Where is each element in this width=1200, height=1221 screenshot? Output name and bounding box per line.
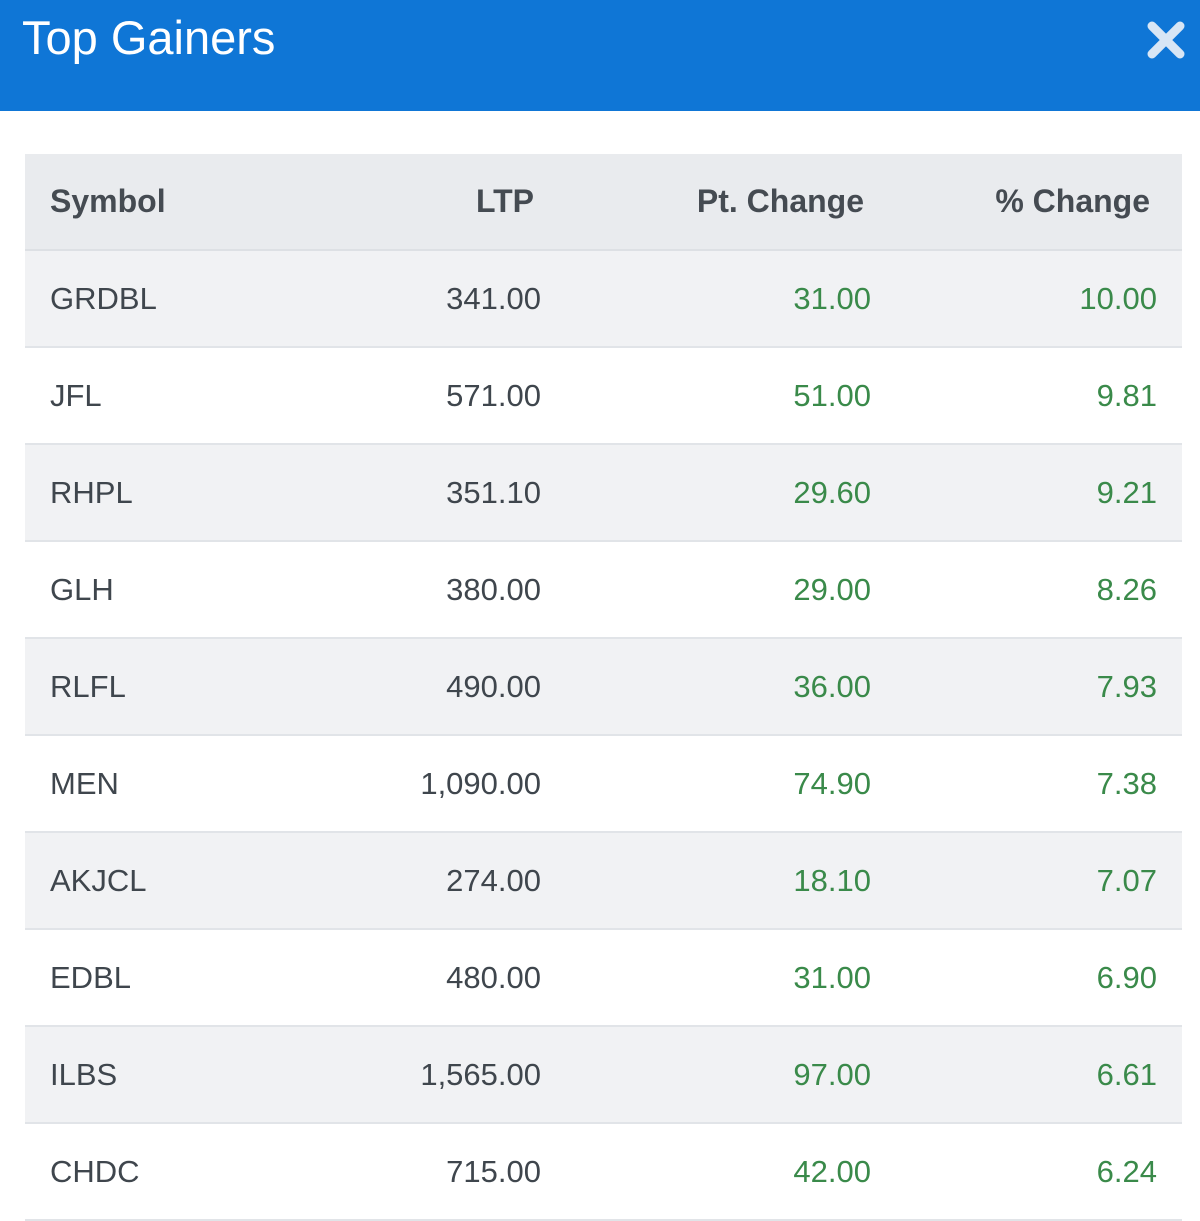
cell-symbol: GRDBL xyxy=(25,250,275,348)
table-body: GRDBL 341.00 31.00 10.00 JFL 571.00 51.00 9.81 R… xyxy=(25,250,1182,1221)
modal-title: Top Gainers xyxy=(22,11,276,64)
table-row[interactable]: EDBL 480.00 31.00 6.90 xyxy=(25,929,1182,1027)
cell-pt-change: 18.10 xyxy=(542,832,872,930)
gainers-table-container: Symbol LTP Pt. Change % Change GRDBL 341.… xyxy=(25,154,1182,1221)
cell-pct-change: 8.26 xyxy=(872,541,1182,639)
cell-pct-change: 6.90 xyxy=(872,929,1182,1027)
cell-symbol: RLFL xyxy=(25,638,275,736)
cell-ltp: 571.00 xyxy=(275,347,542,445)
cell-symbol: ILBS xyxy=(25,1026,275,1124)
cell-pct-change: 7.93 xyxy=(872,638,1182,736)
table-row[interactable]: GLH 380.00 29.00 8.26 xyxy=(25,541,1182,639)
cell-ltp: 1,090.00 xyxy=(275,735,542,833)
column-header-pt-change[interactable]: Pt. Change xyxy=(542,154,872,251)
cell-ltp: 274.00 xyxy=(275,832,542,930)
cell-ltp: 341.00 xyxy=(275,250,542,348)
column-header-pct-change[interactable]: % Change xyxy=(872,154,1182,251)
cell-pct-change: 7.07 xyxy=(872,832,1182,930)
gainers-table: Symbol LTP Pt. Change % Change GRDBL 341.… xyxy=(25,154,1182,1221)
modal-header: Top Gainers xyxy=(0,0,1200,111)
cell-pt-change: 36.00 xyxy=(542,638,872,736)
table-row[interactable]: RLFL 490.00 36.00 7.93 xyxy=(25,638,1182,736)
cell-pct-change: 6.61 xyxy=(872,1026,1182,1124)
cell-symbol: RHPL xyxy=(25,444,275,542)
close-icon xyxy=(1147,21,1185,59)
cell-symbol: MEN xyxy=(25,735,275,833)
cell-ltp: 490.00 xyxy=(275,638,542,736)
cell-symbol: GLH xyxy=(25,541,275,639)
cell-pct-change: 7.38 xyxy=(872,735,1182,833)
cell-pt-change: 97.00 xyxy=(542,1026,872,1124)
cell-pt-change: 29.60 xyxy=(542,444,872,542)
table-row[interactable]: JFL 571.00 51.00 9.81 xyxy=(25,347,1182,445)
cell-ltp: 380.00 xyxy=(275,541,542,639)
table-row[interactable]: CHDC 715.00 42.00 6.24 xyxy=(25,1123,1182,1221)
cell-symbol: EDBL xyxy=(25,929,275,1027)
cell-pt-change: 31.00 xyxy=(542,929,872,1027)
cell-pct-change: 6.24 xyxy=(872,1123,1182,1221)
cell-symbol: AKJCL xyxy=(25,832,275,930)
cell-pct-change: 9.21 xyxy=(872,444,1182,542)
cell-ltp: 715.00 xyxy=(275,1123,542,1221)
table-row[interactable]: AKJCL 274.00 18.10 7.07 xyxy=(25,832,1182,930)
cell-ltp: 1,565.00 xyxy=(275,1026,542,1124)
table-header-row: Symbol LTP Pt. Change % Change xyxy=(25,154,1182,251)
cell-pt-change: 29.00 xyxy=(542,541,872,639)
column-header-ltp[interactable]: LTP xyxy=(275,154,542,251)
cell-pct-change: 10.00 xyxy=(872,250,1182,348)
cell-pct-change: 9.81 xyxy=(872,347,1182,445)
cell-ltp: 480.00 xyxy=(275,929,542,1027)
table-row[interactable]: ILBS 1,565.00 97.00 6.61 xyxy=(25,1026,1182,1124)
table-row[interactable]: MEN 1,090.00 74.90 7.38 xyxy=(25,735,1182,833)
close-button[interactable] xyxy=(1146,20,1186,60)
cell-pt-change: 51.00 xyxy=(542,347,872,445)
cell-symbol: CHDC xyxy=(25,1123,275,1221)
table-row[interactable]: RHPL 351.10 29.60 9.21 xyxy=(25,444,1182,542)
cell-ltp: 351.10 xyxy=(275,444,542,542)
cell-pt-change: 31.00 xyxy=(542,250,872,348)
table-row[interactable]: GRDBL 341.00 31.00 10.00 xyxy=(25,250,1182,348)
cell-pt-change: 42.00 xyxy=(542,1123,872,1221)
cell-pt-change: 74.90 xyxy=(542,735,872,833)
column-header-symbol[interactable]: Symbol xyxy=(25,154,275,251)
cell-symbol: JFL xyxy=(25,347,275,445)
